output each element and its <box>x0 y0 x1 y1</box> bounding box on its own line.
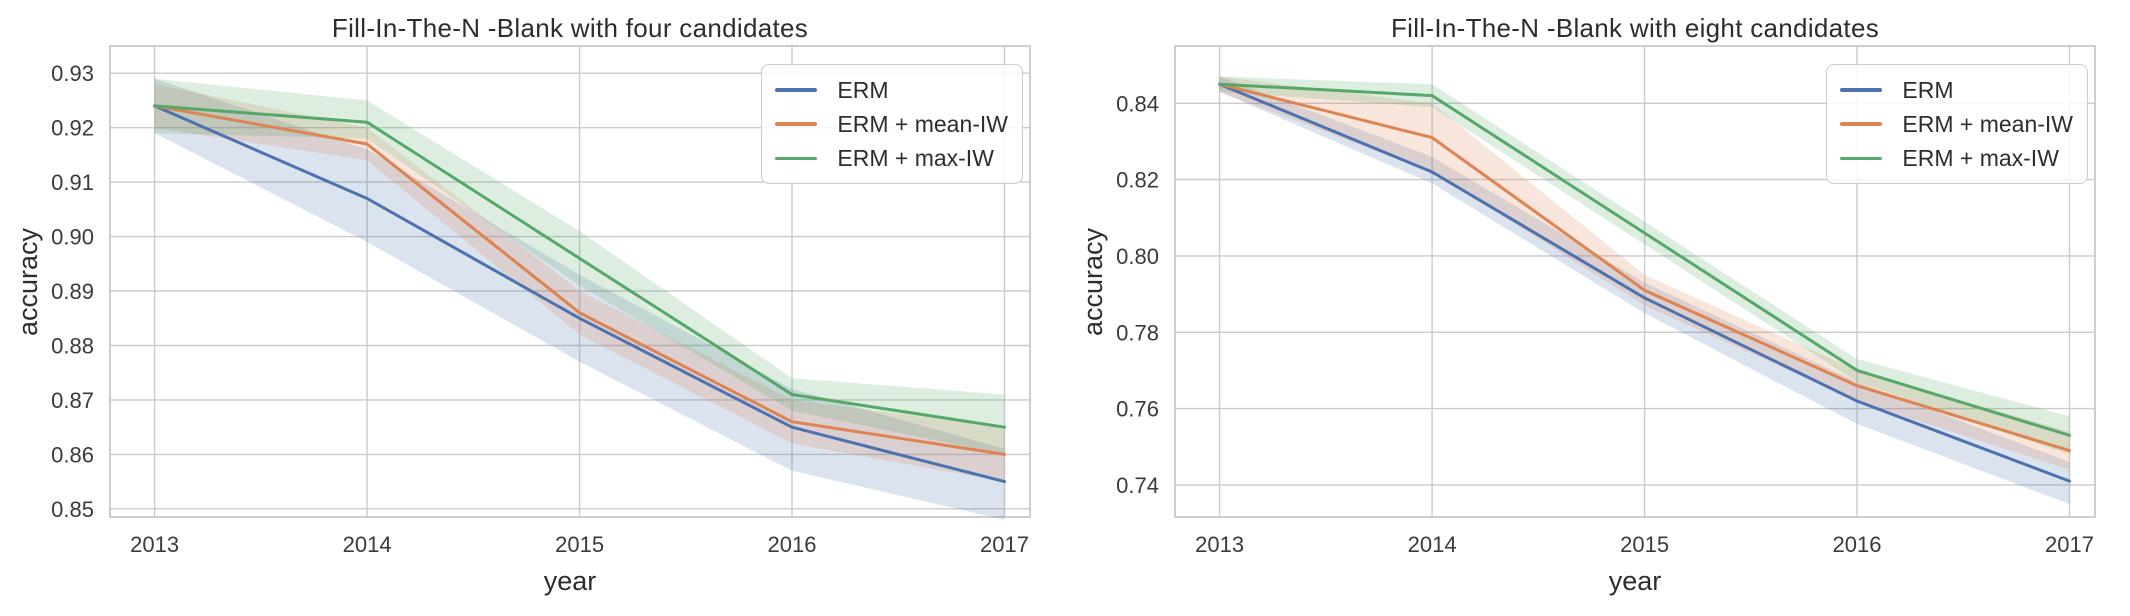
series-line-erm <box>153 104 1006 484</box>
y-tick-label: 0.74 <box>1116 473 1159 498</box>
plot-area: 0.85 0.86 0.87 0.88 0.89 0.90 0.91 0.92 0.93 2013… <box>51 45 1031 557</box>
series-line-erm-max-iw <box>153 104 1006 429</box>
series-line-erm-mean-iw <box>153 104 1006 456</box>
legend-item-erm-mean-iw: ERM + mean-IW <box>775 112 1008 136</box>
series-line-erm <box>1218 82 2071 483</box>
legend-label-erm-mean-iw: ERM + mean-IW <box>837 111 1008 138</box>
chart-title: Fill-In-The-N -Blank with eight candidat… <box>1390 13 1879 43</box>
plot-border <box>109 45 1031 518</box>
legend-label-erm-max-iw: ERM + max-IW <box>1902 145 2059 172</box>
chart-panel-eight-candidates: Fill-In-The-N -Blank with eight candidat… <box>1065 0 2130 616</box>
series-line-erm-max-iw <box>1218 82 2071 437</box>
legend-item-erm: ERM <box>1840 78 2073 102</box>
y-tick-label: 0.88 <box>51 334 94 359</box>
y-tick-label: 0.89 <box>51 279 94 304</box>
y-tick-label: 0.87 <box>51 388 94 413</box>
confidence-band-erm <box>154 78 1005 520</box>
legend-box: ERM ERM + mean-IW ERM + max-IW <box>1826 64 2088 185</box>
legend-label-erm: ERM <box>1902 77 1954 103</box>
plot-area: 0.74 0.76 0.78 0.80 0.82 0.84 2013 2014 2015 2016… <box>1116 45 2096 557</box>
legend-line-sample-erm-mean-iw <box>775 122 818 126</box>
chart-panel-four-candidates: Fill-In-The-N -Blank with four candidate… <box>13 13 1031 596</box>
legend-item-erm-max-iw: ERM + max-IW <box>1840 146 2073 170</box>
legend-label-erm: ERM <box>837 77 889 103</box>
legend-box: ERM ERM + mean-IW ERM + max-IW <box>761 64 1023 185</box>
y-tick-label: 0.80 <box>1116 244 1159 269</box>
x-tick-label: 2015 <box>1620 532 1669 557</box>
y-tick-label: 0.76 <box>1116 397 1159 422</box>
confidence-band-erm-max-iw <box>1219 76 2070 455</box>
x-tick-label: 2013 <box>1195 532 1244 557</box>
legend-line-sample-erm-mean-iw <box>1840 122 1883 126</box>
legend-label-erm-mean-iw: ERM + mean-IW <box>1902 111 2073 138</box>
x-tick-label: 2017 <box>980 532 1029 557</box>
x-tick-label: 2017 <box>2045 532 2094 557</box>
legend-line-sample-erm-max-iw <box>775 156 818 161</box>
legend-line-sample-erm <box>1840 88 1883 92</box>
chart-title: Fill-In-The-N -Blank with four candidate… <box>331 13 809 43</box>
x-tick-label: 2016 <box>768 532 817 557</box>
y-tick-label: 0.85 <box>51 497 94 522</box>
x-tick-label: 2014 <box>343 532 392 557</box>
legend-line-sample-erm <box>775 88 818 92</box>
x-tick-label: 2016 <box>1833 532 1882 557</box>
y-tick-label: 0.93 <box>51 61 94 86</box>
legend-line-sample-erm-max-iw <box>1840 156 1883 161</box>
x-tick-label: 2014 <box>1408 532 1457 557</box>
y-tick-label: 0.78 <box>1116 320 1159 345</box>
series-line-erm-mean-iw <box>1218 82 2071 453</box>
y-tick-label: 0.82 <box>1116 168 1159 193</box>
y-tick-label: 0.90 <box>51 225 94 250</box>
x-tick-label: 2015 <box>555 532 604 557</box>
y-tick-label: 0.91 <box>51 170 94 195</box>
legend-item-erm: ERM <box>775 78 1008 102</box>
plot-border <box>1174 45 2096 518</box>
y-tick-label: 0.92 <box>51 116 94 141</box>
y-tick-label: 0.86 <box>51 442 94 467</box>
y-tick-label: 0.84 <box>1116 91 1159 116</box>
legend-item-erm-mean-iw: ERM + mean-IW <box>1840 112 2073 136</box>
x-axis-label: year <box>1608 566 1662 596</box>
confidence-band-erm-max-iw <box>154 78 1005 455</box>
x-tick-label: 2013 <box>130 532 179 557</box>
legend-item-erm-max-iw: ERM + max-IW <box>775 146 1008 170</box>
legend-label-erm-max-iw: ERM + max-IW <box>837 145 994 172</box>
x-axis-label: year <box>543 566 597 596</box>
